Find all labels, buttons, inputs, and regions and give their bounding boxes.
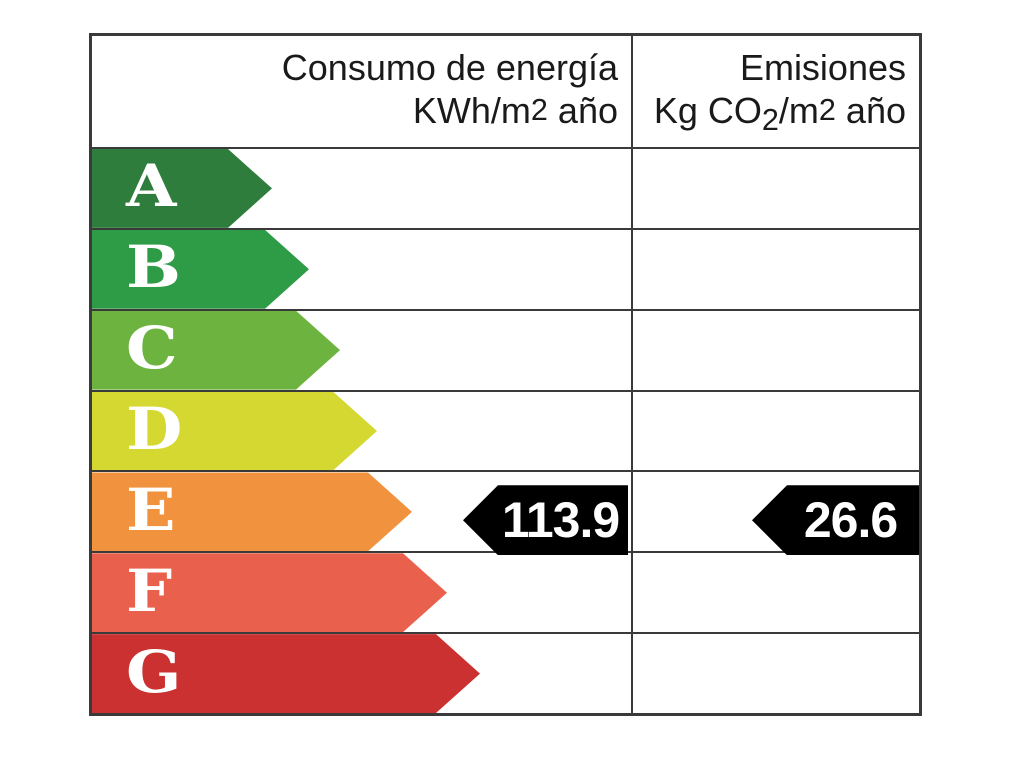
unit-segment: 2 (761, 102, 779, 137)
grade-letter: D (126, 395, 183, 463)
grade-letter: G (126, 637, 182, 706)
table-header: Consumo de energía KWh/m2 año Emisiones … (92, 36, 919, 149)
unit-segment: año (835, 90, 906, 132)
unit-segment: 2 (530, 93, 548, 127)
grade-arrow-e: E (92, 472, 412, 551)
unit-segment: KWh/m (412, 90, 531, 132)
grade-arrow-b: B (92, 230, 309, 309)
emissions-unit: Kg CO2/m2 año (631, 89, 906, 141)
unit-segment: año (547, 90, 618, 132)
grade-row-f: F (92, 553, 919, 635)
grade-arrow-d: D (92, 392, 377, 471)
marker-value: 113.9 (501, 492, 620, 549)
header-emissions: Emisiones Kg CO2/m2 año (631, 36, 919, 147)
grade-letter: C (126, 314, 178, 383)
emissions-value-marker: 26.6 (752, 485, 919, 556)
grade-arrow-g: G (92, 634, 480, 713)
unit-segment: /m (778, 90, 819, 132)
grade-arrow-a: A (92, 149, 272, 228)
grade-arrow-f: F (92, 553, 447, 632)
emissions-title: Emisiones (739, 47, 906, 88)
value-markers: 113.9 26.6 (92, 36, 919, 713)
grade-row-a: A (92, 149, 919, 230)
rating-table: Consumo de energía KWh/m2 año Emisiones … (89, 33, 922, 716)
grade-letter: F (126, 556, 173, 625)
unit-segment: 2 (818, 93, 836, 127)
grade-letter: B (126, 233, 181, 302)
grade-row-c: C (92, 311, 919, 392)
column-divider (631, 36, 633, 713)
consumption-unit: KWh/m2 año (92, 89, 618, 132)
grade-letter: E (126, 475, 176, 544)
grade-arrow-c: C (92, 311, 340, 390)
grade-row-d: D (92, 392, 919, 473)
consumption-title: Consumo de energía (281, 47, 618, 88)
marker-value: 26.6 (803, 492, 898, 549)
unit-segment: Kg CO (653, 90, 762, 132)
grade-letter: A (126, 152, 177, 221)
consumption-value-marker: 113.9 (463, 485, 628, 556)
header-consumption: Consumo de energía KWh/m2 año (92, 36, 631, 147)
grade-row-g: G (92, 634, 919, 713)
grade-row-b: B (92, 230, 919, 311)
